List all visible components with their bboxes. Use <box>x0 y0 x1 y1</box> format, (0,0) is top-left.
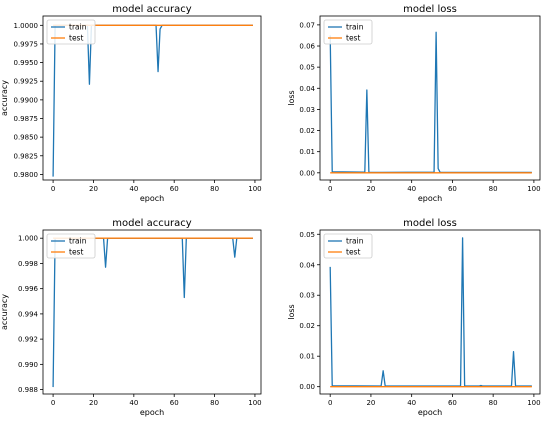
x-tick-label: 40 <box>129 185 138 193</box>
x-tick-label: 0 <box>328 399 332 407</box>
x-tick-label: 100 <box>248 399 261 407</box>
series-line-train <box>52 24 253 177</box>
x-tick-label: 20 <box>366 185 375 193</box>
y-tick-label: 0.06 <box>299 43 315 51</box>
y-tick-label: 0.04 <box>299 261 315 269</box>
x-axis-label: epoch <box>140 408 164 417</box>
y-tick-label: 0.9800 <box>14 171 39 179</box>
y-tick-label: 0.994 <box>18 310 39 318</box>
plot-frame <box>42 15 262 181</box>
x-tick-label: 60 <box>170 185 179 193</box>
chart-title: model loss <box>403 218 457 229</box>
y-tick-label: 0.02 <box>299 127 315 135</box>
y-tick-label: 0.990 <box>18 361 38 369</box>
y-tick-label: 0.9875 <box>14 115 39 123</box>
x-tick-label: 100 <box>527 185 540 193</box>
y-tick-label: 1.0000 <box>14 22 39 30</box>
y-tick-label: 0.07 <box>299 21 315 29</box>
x-axis-label: epoch <box>418 194 442 203</box>
x-tick-label: 40 <box>129 399 138 407</box>
x-tick-label: 60 <box>170 399 179 407</box>
y-tick-label: 0.9975 <box>14 40 39 48</box>
y-tick-label: 0.9825 <box>14 152 39 160</box>
x-tick-label: 60 <box>448 185 457 193</box>
y-tick-label: 0.01 <box>299 353 315 361</box>
legend-label-test: test <box>69 248 83 257</box>
chart-title: model accuracy <box>112 218 192 229</box>
y-tick-label: 0.9925 <box>14 78 39 86</box>
legend-label-test: test <box>346 34 360 43</box>
y-axis-label: accuracy <box>0 80 9 116</box>
x-tick-label: 80 <box>489 399 498 407</box>
x-tick-label: 40 <box>407 399 416 407</box>
legend-label-train: train <box>69 237 87 246</box>
x-tick-label: 0 <box>51 185 55 193</box>
y-tick-label: 0.03 <box>299 292 315 300</box>
y-tick-label: 0.05 <box>299 64 315 72</box>
plot-frame <box>319 229 541 395</box>
y-tick-label: 0.04 <box>299 85 315 93</box>
x-tick-label: 20 <box>89 185 98 193</box>
plot-frame <box>319 15 541 181</box>
x-tick-label: 100 <box>248 185 261 193</box>
y-axis-label: accuracy <box>0 294 9 330</box>
chart-panel-1: model accuracy 0 20 40 60 80 100 0.9800 0.9825 0.… <box>0 4 262 203</box>
plot-frame <box>42 229 262 395</box>
y-tick-label: 0.03 <box>299 106 315 114</box>
y-tick-label: 0.9850 <box>14 134 39 142</box>
x-tick-label: 20 <box>366 399 375 407</box>
x-tick-label: 20 <box>89 399 98 407</box>
legend-label-train: train <box>69 23 87 32</box>
y-axis-label: loss <box>287 304 296 319</box>
y-tick-label: 0.00 <box>299 383 315 391</box>
y-tick-label: 0.996 <box>18 285 39 293</box>
legend-label-train: train <box>346 23 364 32</box>
x-tick-label: 0 <box>328 185 332 193</box>
x-axis-label: epoch <box>418 408 442 417</box>
x-axis-label: epoch <box>140 194 164 203</box>
y-tick-label: 1.000 <box>18 235 38 243</box>
y-tick-label: 0.988 <box>18 386 38 394</box>
x-tick-label: 100 <box>527 399 540 407</box>
legend-label-train: train <box>346 237 364 246</box>
y-tick-label: 0.00 <box>299 169 315 177</box>
y-tick-label: 0.01 <box>299 148 315 156</box>
y-tick-label: 0.992 <box>18 336 38 344</box>
x-tick-label: 0 <box>51 399 55 407</box>
y-tick-label: 0.998 <box>18 260 38 268</box>
x-tick-label: 60 <box>448 399 457 407</box>
legend-label-test: test <box>69 34 83 43</box>
x-tick-label: 80 <box>489 185 498 193</box>
y-axis-label: loss <box>287 90 296 105</box>
y-tick-label: 0.05 <box>299 231 315 239</box>
chart-panel-2: model loss 0 20 40 60 80 100 0.00 0.01 0.02 0.03 0.… <box>287 4 541 203</box>
series-line-train <box>329 31 532 174</box>
x-tick-label: 80 <box>210 399 219 407</box>
y-tick-label: 0.9900 <box>14 96 39 104</box>
y-tick-label: 0.9950 <box>14 59 39 67</box>
chart-panel-4: model loss 0 20 40 60 80 100 0.00 0.01 0.02 0.03 0.… <box>287 218 541 417</box>
x-tick-label: 40 <box>407 185 416 193</box>
series-line-train <box>52 237 253 388</box>
chart-title: model loss <box>403 4 457 15</box>
legend-label-test: test <box>346 248 360 257</box>
chart-title: model accuracy <box>112 4 192 15</box>
y-tick-label: 0.02 <box>299 322 315 330</box>
chart-panel-3: model accuracy 0 20 40 60 80 100 0.988 0.990 0.99… <box>0 218 262 417</box>
x-tick-label: 80 <box>210 185 219 193</box>
series-line-train <box>329 237 532 387</box>
